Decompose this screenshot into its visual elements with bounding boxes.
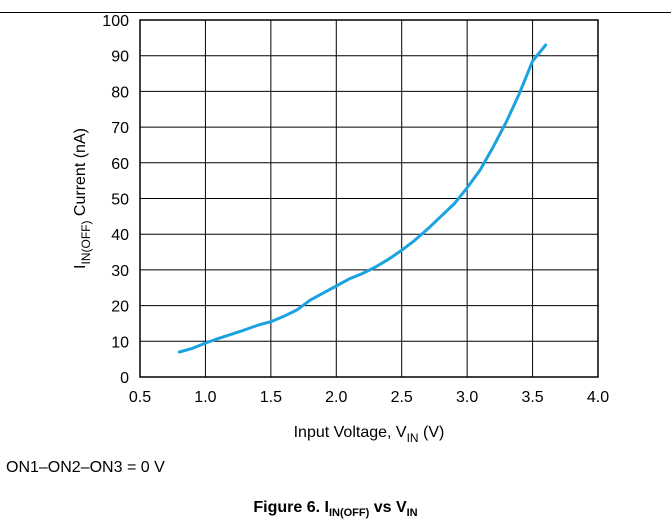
top-rule	[0, 12, 671, 13]
y-tick-label: 30	[111, 263, 129, 280]
x-tick-label: 2.0	[325, 389, 347, 406]
x-tick-label: 2.5	[391, 389, 413, 406]
x-tick-label: 3.0	[456, 389, 478, 406]
y-tick-label: 10	[111, 334, 129, 351]
chart: 0.5 1.0 1.5 2.0 2.5 3.0 3.5 4.0 0 10 20 30 40 50 60 70 8…	[72, 13, 609, 445]
x-tick-label: 1.5	[260, 389, 282, 406]
tick-labels: 0.5 1.0 1.5 2.0 2.5 3.0 3.5 4.0 0 10 20 30 40 50 60 70 8…	[102, 13, 609, 406]
y-tick-label: 70	[111, 120, 129, 137]
y-axis-label: IIN(OFF) Current (nA)	[72, 128, 93, 269]
plot-frame	[139, 19, 599, 378]
x-tick-label: 3.5	[521, 389, 543, 406]
y-tick-label: 20	[111, 299, 129, 316]
x-tick-label: 1.0	[194, 389, 216, 406]
x-tick-label: 4.0	[587, 389, 609, 406]
y-tick-label: 50	[111, 192, 129, 209]
x-axis-label: Input Voltage, VIN (V)	[294, 424, 445, 445]
y-tick-label: 100	[102, 13, 129, 30]
x-tick-label: 0.5	[129, 389, 151, 406]
y-tick-label: 80	[111, 84, 129, 101]
figure-caption: Figure 6. IIN(OFF) vs VIN	[253, 499, 418, 519]
y-tick-label: 60	[111, 156, 129, 173]
test-condition: ON1–ON2–ON3 = 0 V	[6, 459, 165, 476]
series-line	[177, 43, 548, 354]
y-tick-label: 0	[120, 370, 129, 387]
y-tick-label: 90	[111, 49, 129, 66]
y-tick-label: 40	[111, 227, 129, 244]
chart-grid	[139, 19, 599, 378]
